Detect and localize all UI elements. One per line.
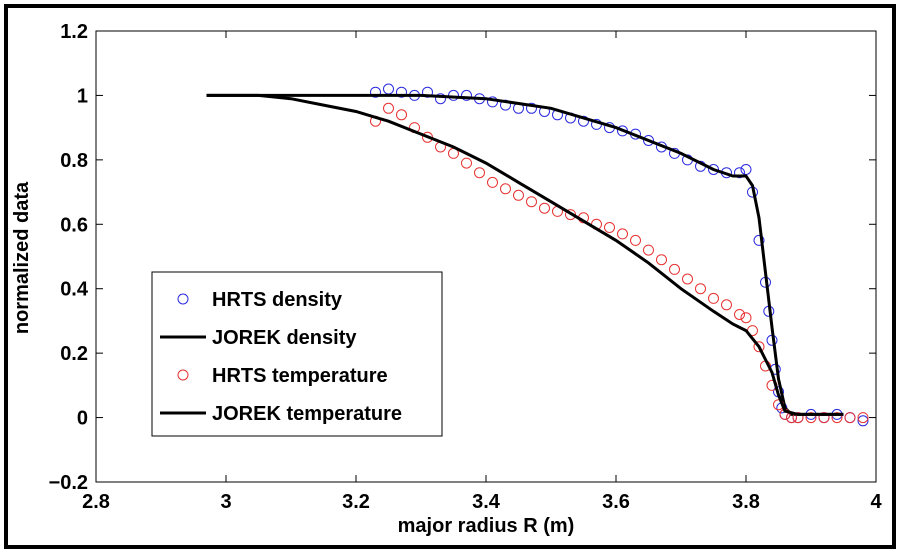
series-hrts-temperature <box>370 102 869 424</box>
data-point <box>708 164 719 175</box>
line-jorek-temperature <box>206 93 844 416</box>
data-point <box>682 273 693 285</box>
data-point <box>474 167 485 179</box>
data-point <box>740 312 752 324</box>
data-point <box>604 222 615 233</box>
data-point <box>740 164 752 175</box>
y-tick-label: 0.4 <box>60 279 89 301</box>
legend-label: JOREK density <box>212 327 357 349</box>
data-point <box>792 412 804 424</box>
x-tick-label: 4 <box>870 491 882 513</box>
y-tick-label: 0.8 <box>60 150 88 172</box>
data-point <box>695 283 706 295</box>
legend-label: HRTS density <box>212 289 343 311</box>
y-tick-label: 0 <box>77 408 88 430</box>
data-point <box>630 234 641 246</box>
data-point <box>461 89 472 101</box>
x-tick-label: 3.8 <box>732 491 760 513</box>
data-point <box>656 254 667 266</box>
data-point <box>513 189 524 201</box>
data-point <box>487 176 498 188</box>
data-point <box>857 412 869 424</box>
x-tick-label: 2.8 <box>82 491 110 513</box>
legend: HRTS density JOREK density HRTS temperatur… <box>151 271 443 437</box>
y-tick-label: 0.6 <box>60 214 88 236</box>
x-tick-label: 3.2 <box>342 491 370 513</box>
legend-label: HRTS temperature <box>212 365 388 387</box>
data-point <box>721 299 732 311</box>
data-point <box>370 86 381 98</box>
data-point <box>844 412 856 424</box>
data-point <box>857 415 869 427</box>
data-point <box>669 263 680 275</box>
legend-swatch-marker <box>177 293 189 305</box>
data-point <box>383 83 394 95</box>
data-point <box>539 202 550 214</box>
x-tick-label: 3 <box>220 491 231 513</box>
data-point <box>734 167 745 179</box>
data-point <box>526 102 537 114</box>
data-point <box>383 102 394 114</box>
legend-label: JOREK temperature <box>212 403 402 425</box>
data-point <box>708 292 719 304</box>
y-tick-label: 1.2 <box>60 21 88 43</box>
y-tick-label: 1 <box>77 85 88 107</box>
data-point <box>396 86 407 98</box>
data-point <box>643 244 654 256</box>
series-hrts-density <box>370 83 869 427</box>
y-tick-label: −0.2 <box>49 472 88 494</box>
legend-swatch-marker <box>177 369 189 381</box>
y-axis-label: normalized data <box>11 181 33 334</box>
data-point <box>643 135 654 146</box>
data-point <box>617 228 628 240</box>
x-tick-label: 3.4 <box>472 491 501 513</box>
data-point <box>805 412 817 424</box>
data-point <box>753 341 765 353</box>
data-point <box>578 115 589 127</box>
data-point <box>461 157 472 169</box>
x-tick-label: 3.6 <box>602 491 630 513</box>
data-point <box>753 234 765 246</box>
legend-box <box>151 271 443 437</box>
data-point <box>435 93 446 105</box>
y-tick-label: 0.2 <box>60 343 88 365</box>
data-point <box>526 196 537 208</box>
data-point <box>831 412 843 424</box>
data-point <box>500 183 511 195</box>
data-point <box>734 309 745 320</box>
data-point <box>396 109 407 121</box>
series-jorek-temperature <box>206 93 844 416</box>
x-axis-label: major radius R (m) <box>398 515 575 537</box>
data-point <box>818 412 830 424</box>
